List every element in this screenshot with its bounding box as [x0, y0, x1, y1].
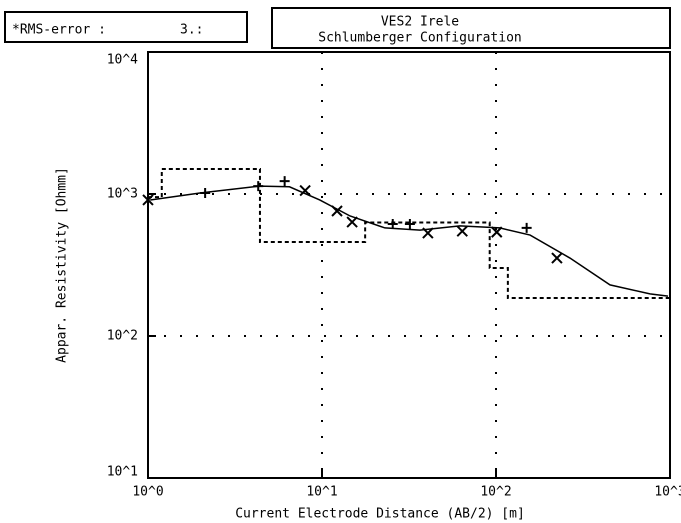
x-tick-label: 10^2 — [480, 485, 511, 500]
data-point — [422, 227, 434, 239]
rms-value: 3.: — [180, 23, 203, 38]
data-point — [404, 218, 415, 229]
x-axis-label: Current Electrode Distance (AB/2) [m] — [235, 507, 525, 522]
data-point — [331, 205, 343, 217]
x-tick-label: 10^0 — [132, 485, 163, 500]
y-tick-label: 10^2 — [107, 329, 138, 344]
y-tick-label: 10^1 — [107, 465, 138, 480]
data-point — [551, 252, 563, 264]
chart-subtitle: Schlumberger Configuration — [318, 31, 522, 46]
data-point — [456, 225, 468, 237]
data-point — [346, 216, 358, 228]
series-line — [150, 185, 669, 297]
rms-label: *RMS-error : — [12, 23, 106, 38]
plot-frame — [147, 51, 671, 479]
data-point — [491, 226, 503, 238]
y-axis-label: Appar. Resistivity [Ohmm] — [55, 167, 70, 363]
x-tick-label: 10^3 — [654, 485, 681, 500]
data-point — [521, 222, 532, 233]
data-point — [299, 184, 311, 197]
series-line — [148, 167, 670, 300]
chart-title: VES2 Irele — [381, 15, 459, 30]
y-tick-label: 10^4 — [107, 53, 138, 68]
y-tick-label: 10^3 — [107, 187, 138, 202]
data-point — [200, 188, 211, 199]
title-box — [271, 7, 671, 49]
data-point — [387, 218, 398, 229]
rms-box — [4, 11, 248, 43]
data-point — [279, 176, 290, 187]
data-point — [142, 194, 154, 206]
data-point — [253, 181, 264, 192]
x-tick-label: 10^1 — [306, 485, 337, 500]
